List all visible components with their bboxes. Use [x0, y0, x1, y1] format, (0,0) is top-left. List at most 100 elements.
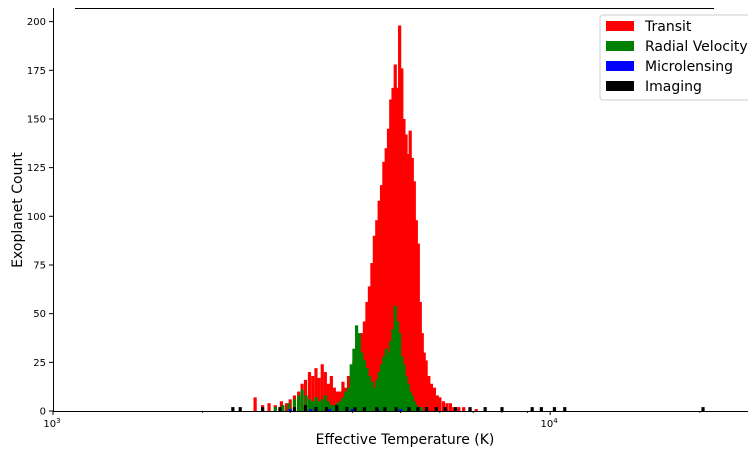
legend-swatch-transit: [606, 21, 634, 31]
radial-velocity-bar: [398, 333, 402, 411]
legend-label-radial-velocity: Radial Velocity: [645, 39, 748, 55]
y-tick-label: 175: [27, 66, 46, 77]
radial-velocity-bar: [329, 405, 333, 411]
transit-bar: [307, 372, 312, 411]
transit-bar: [416, 243, 420, 411]
microlensing-bar: [309, 409, 313, 411]
transit-bar: [420, 333, 424, 411]
radial-velocity-bar: [344, 391, 348, 411]
radial-velocity-bar: [326, 401, 330, 411]
radial-velocity-bar: [332, 405, 336, 411]
transit-bar: [389, 99, 393, 411]
radial-velocity-bar: [370, 381, 374, 411]
imaging-bar: [394, 407, 398, 411]
imaging-bar: [424, 407, 429, 411]
radial-velocity-bar: [404, 375, 408, 411]
imaging-bar: [383, 407, 387, 411]
imaging-bar: [261, 407, 265, 411]
y-tick-label: 25: [33, 358, 46, 369]
imaging-bar: [483, 407, 487, 411]
transit-bar: [474, 409, 478, 411]
radial-velocity-bar: [375, 379, 379, 411]
transit-bar: [377, 200, 381, 411]
imaging-bar: [443, 407, 447, 411]
transit-bar: [367, 286, 372, 411]
transit-bar: [326, 383, 330, 411]
x-tick-label: 104: [541, 417, 559, 430]
radial-velocity-bar: [287, 403, 291, 411]
transit-bar: [400, 68, 404, 411]
radial-velocity-bar: [395, 321, 400, 411]
radial-velocity-bar: [372, 387, 376, 411]
radial-velocity-bar: [389, 340, 393, 411]
transit-bar: [338, 391, 342, 411]
legend-box: [599, 14, 748, 101]
radial-velocity-bar: [273, 407, 277, 411]
transit-bar: [402, 118, 406, 411]
transit-bar: [441, 401, 446, 411]
transit-bar: [335, 391, 339, 411]
imaging-bar: [701, 407, 705, 411]
radial-velocity-bar: [365, 368, 369, 411]
legend-label-transit: Transit: [644, 19, 692, 35]
y-axis-ticks: 0 25 50 75 100 125 150 175 200: [27, 17, 53, 418]
radial-velocity-bar: [304, 395, 308, 411]
radial-velocity-bar: [297, 395, 301, 411]
transit-bar: [391, 87, 395, 411]
imaging-bar: [539, 407, 543, 411]
radial-velocity-bar: [379, 364, 384, 411]
radial-velocity-bar: [362, 360, 366, 411]
transit-bar: [424, 360, 428, 411]
imaging-bar: [407, 407, 411, 411]
radial-velocity-bar: [317, 401, 321, 411]
legend-swatch-imaging: [606, 81, 634, 91]
legend: Transit Radial Velocity Microlensing Imagin…: [599, 14, 748, 101]
transit-bar: [386, 128, 391, 411]
y-tick-label: 50: [33, 309, 46, 320]
microlensing-bar: [288, 409, 292, 411]
radial-velocity-bar: [384, 348, 388, 411]
radial-velocity-bar: [382, 356, 386, 411]
radial-velocity-bar: [352, 348, 356, 411]
transit-bar: [382, 161, 386, 411]
transit-bar: [375, 220, 379, 411]
transit-bar: [323, 372, 327, 411]
imaging-bar: [324, 407, 329, 411]
transit-bar: [314, 368, 318, 411]
transit-bar: [429, 383, 434, 411]
microlensing-bar: [327, 409, 332, 411]
transit-bar: [267, 403, 271, 411]
imaging-bar: [314, 407, 318, 411]
imaging-bar: [434, 407, 438, 411]
imaging-bar: [362, 407, 366, 411]
y-tick-label: 125: [27, 163, 46, 174]
transit-bar: [427, 375, 431, 411]
radial-velocity-bar: [323, 395, 327, 411]
transit-bar: [408, 130, 412, 411]
x-tick-label: 103: [43, 417, 60, 430]
transit-bar: [370, 263, 374, 411]
radial-velocity-bar: [410, 395, 414, 411]
imaging-bar: [453, 407, 458, 411]
transit-bar: [395, 87, 400, 411]
radial-velocity-bar: [393, 305, 397, 411]
radial-velocity-bar: [367, 375, 372, 411]
transit-bar: [393, 64, 397, 412]
transit-bar: [341, 381, 345, 411]
transit-bar: [418, 301, 422, 411]
transit-bar: [414, 220, 418, 411]
imaging-bar: [303, 405, 308, 411]
x-axis-label: Effective Temperature (K): [316, 432, 495, 448]
radial-velocity-bar: [357, 333, 361, 411]
imaging-bar: [238, 407, 242, 411]
radial-velocity-bar: [360, 352, 364, 411]
transit-bar: [462, 407, 466, 411]
radial-velocity-bar: [402, 364, 406, 411]
imaging-bar: [563, 407, 567, 411]
radial-velocity-bar: [377, 372, 381, 411]
transit-bar: [320, 364, 324, 411]
transit-bar: [435, 395, 439, 411]
transit-bar: [412, 181, 416, 411]
transit-bar: [398, 25, 402, 412]
imaging-bar: [500, 407, 504, 411]
